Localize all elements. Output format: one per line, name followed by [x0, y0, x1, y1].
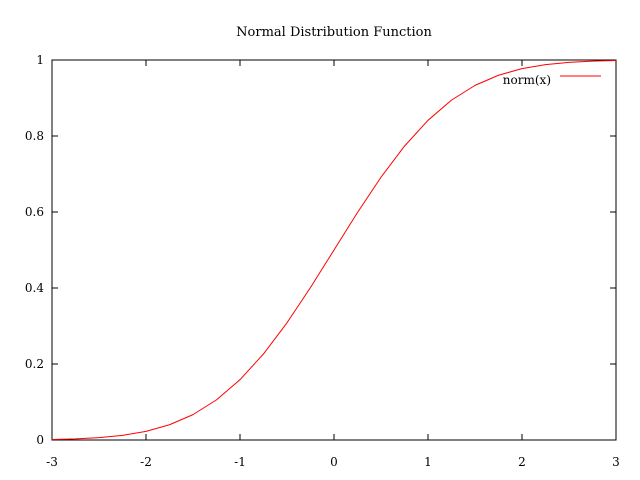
x-tick-label: 3 [612, 455, 620, 469]
series-line [51, 59, 617, 441]
series-group [51, 59, 617, 441]
y-tick-label: 0.2 [25, 357, 44, 371]
x-tick-label: 1 [424, 455, 432, 469]
x-tick-label: -1 [234, 455, 246, 469]
y-tick-label: 0 [36, 433, 44, 447]
legend-label: norm(x) [503, 73, 551, 87]
chart-title: Normal Distribution Function [236, 25, 432, 40]
x-tick-label: -2 [140, 455, 152, 469]
legend: norm(x) [503, 73, 601, 87]
y-tick-label: 0.6 [25, 205, 44, 219]
axes: -3 -2 -1 0 1 2 3 0 0.2 0.4 0.6 0.8 1 [25, 53, 620, 469]
x-tick-label: -3 [46, 455, 58, 469]
y-tick-label: 1 [36, 53, 44, 67]
y-tick-label: 0.4 [25, 281, 44, 295]
x-tick-label: 0 [330, 455, 338, 469]
y-tick-label: 0.8 [25, 129, 44, 143]
x-tick-label: 2 [518, 455, 526, 469]
